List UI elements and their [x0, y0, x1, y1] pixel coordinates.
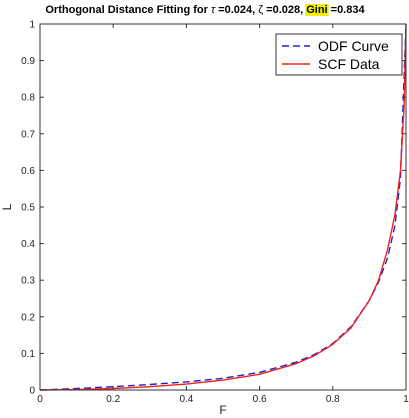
y-tick-label: 0.1	[21, 349, 35, 360]
y-tick-label: 0.8	[21, 93, 35, 104]
title-zeta-value: =0.028,	[263, 4, 306, 16]
title-prefix: Orthogonal Distance Fitting for	[45, 4, 211, 16]
title-tau-value: =0.024,	[215, 4, 258, 16]
y-tick-label: 1	[29, 20, 35, 31]
x-tick-label: 0.8	[326, 394, 340, 405]
x-tick-label: 1	[403, 394, 409, 405]
x-tick-label: 0	[37, 394, 43, 405]
series-line-odf-curve	[39, 23, 407, 391]
y-axis-label: L	[0, 203, 14, 210]
gini-highlight	[305, 4, 329, 16]
legend: ODF Curve SCF Data	[275, 33, 403, 76]
x-tick-label: 0.2	[106, 394, 120, 405]
legend-label-odf-curve: ODF Curve	[318, 38, 389, 54]
y-tick-label: 0.9	[21, 56, 35, 67]
title-tau-symbol: τ	[211, 4, 216, 16]
y-tick-label: 0	[29, 386, 35, 397]
x-tick-label: 0.6	[253, 394, 267, 405]
y-tick-label: 0.2	[21, 312, 35, 323]
y-tick-label: 0.6	[21, 166, 35, 177]
title-gini-value: =0.834	[328, 4, 366, 16]
y-tick-label: 0.4	[21, 239, 35, 250]
plot-series	[39, 23, 407, 391]
title-gini-label: Gini	[306, 4, 327, 16]
chart-title: Orthogonal Distance Fitting for τ =0.024…	[45, 4, 365, 16]
x-tick-label: 0.4	[179, 394, 193, 405]
title-zeta-symbol: ζ	[258, 4, 263, 16]
title-text: Orthogonal Distance Fitting for τ =0.024…	[45, 4, 365, 16]
legend-label-scf-data: SCF Data	[318, 56, 380, 72]
x-axis-label: F	[219, 403, 226, 417]
y-axis-ticks: 0 0.1 0.2 0.3 0.4 0.5 0.6 0.7 0.8 0.9 1	[21, 20, 406, 397]
series-line-scf-data	[39, 23, 407, 391]
y-tick-label: 0.7	[21, 129, 35, 140]
y-tick-label: 0.5	[21, 203, 35, 214]
y-tick-label: 0.3	[21, 276, 35, 287]
legend-box	[275, 33, 403, 76]
x-axis-ticks: 0 0.2 0.4 0.6 0.8 1	[37, 24, 409, 405]
